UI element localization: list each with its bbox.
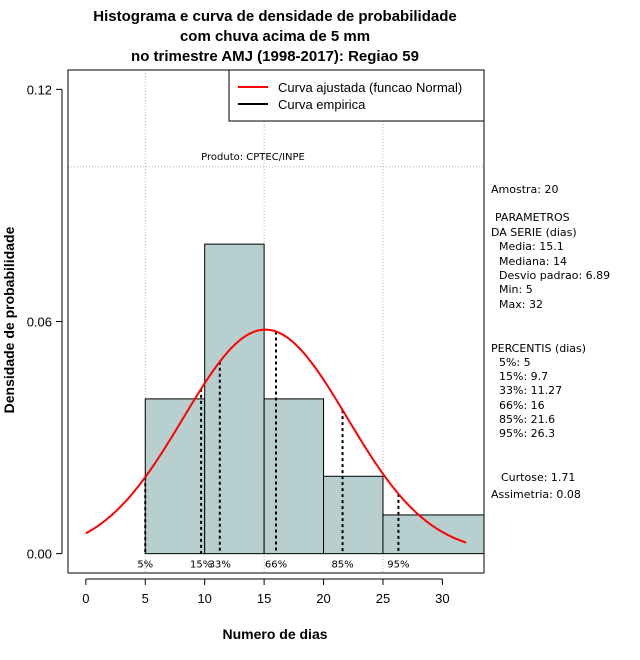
histogram-bars <box>144 243 485 555</box>
percentile-label-85pct: 85% <box>331 560 353 571</box>
stat-mediana: Mediana: 14 <box>499 255 567 268</box>
chart-title-line-2: com chuva acima de 5 mm <box>180 28 370 45</box>
histogram-bar-4 <box>323 475 384 555</box>
normal-fit-curve-group <box>85 328 467 544</box>
stat-curtose: Curtose: 1.71 <box>501 471 575 484</box>
grid-lines <box>68 70 484 573</box>
stat-max: Max: 32 <box>499 298 543 311</box>
legend-box <box>228 69 485 122</box>
stat-p33: 33%: 11.27 <box>499 384 562 397</box>
stat-desvio: Desvio padrao: 6.89 <box>499 269 610 282</box>
stat-p95: 95%: 26.3 <box>499 427 555 440</box>
stat-p15: 15%: 9.7 <box>499 370 548 383</box>
x-tick-label: 5 <box>142 591 149 606</box>
y-tick-label: 0.06 <box>27 315 52 330</box>
stat-assimetria: Assimetria: 0.08 <box>491 488 581 501</box>
x-tick-label: 30 <box>435 591 449 606</box>
histogram-bar-1 <box>144 398 206 555</box>
statistics-panel: Amostra: 20 PARAMETROS DA SERIE (dias) M… <box>491 183 610 501</box>
percentile-label-5pct: 5% <box>137 560 153 571</box>
y-axis-title: Densidade de probabilidade <box>1 226 17 413</box>
stat-p85: 85%: 21.6 <box>499 413 555 426</box>
percentile-label-66pct: 66% <box>265 560 287 571</box>
histogram-bar-5 <box>382 514 485 555</box>
stat-min: Min: 5 <box>499 283 533 296</box>
stat-params-title-1: PARAMETROS <box>495 211 570 224</box>
axes: 0 5 10 15 20 25 30 0.00 0.06 0.12 <box>27 82 450 606</box>
stat-p5: 5%: 5 <box>499 356 531 369</box>
chart-title-line-1: Histograma e curva de densidade de proba… <box>93 8 456 25</box>
x-tick-label: 25 <box>376 591 390 606</box>
stat-percentis-title: PERCENTIS (dias) <box>491 342 586 355</box>
stat-params-title-2: DA SERIE (dias) <box>491 226 577 239</box>
histogram-bar-3 <box>263 398 325 555</box>
x-tick-label: 10 <box>197 591 211 606</box>
percentile-label-15pct: 15% <box>190 560 212 571</box>
product-annotation: Produto: CPTEC/INPE <box>201 152 305 163</box>
stat-media: Media: 15.1 <box>499 240 564 253</box>
legend: Curva ajustada (funcao Normal) Curva emp… <box>228 69 485 122</box>
legend-label-empirical: Curva empirica <box>278 97 366 112</box>
percentile-lines: 5% 15%33% 66% 85% 95% <box>137 331 410 571</box>
y-tick-label: 0.12 <box>27 82 52 97</box>
normal-fit-curve <box>85 328 467 544</box>
histogram-bar-2 <box>204 243 265 555</box>
stat-p66: 66%: 16 <box>499 399 545 412</box>
percentile-label-33pct: 33% <box>209 560 231 571</box>
stat-amostra: Amostra: 20 <box>491 183 558 196</box>
x-tick-label: 15 <box>257 591 271 606</box>
y-tick-label: 0.00 <box>27 547 52 562</box>
x-tick-label: 0 <box>82 591 89 606</box>
x-tick-label: 20 <box>316 591 330 606</box>
x-axis-title: Numero de dias <box>222 626 327 642</box>
legend-label-fit: Curva ajustada (funcao Normal) <box>278 80 462 95</box>
chart-title-line-3: no trimestre AMJ (1998-2017): Regiao 59 <box>131 48 419 65</box>
percentile-label-95pct: 95% <box>387 560 409 571</box>
